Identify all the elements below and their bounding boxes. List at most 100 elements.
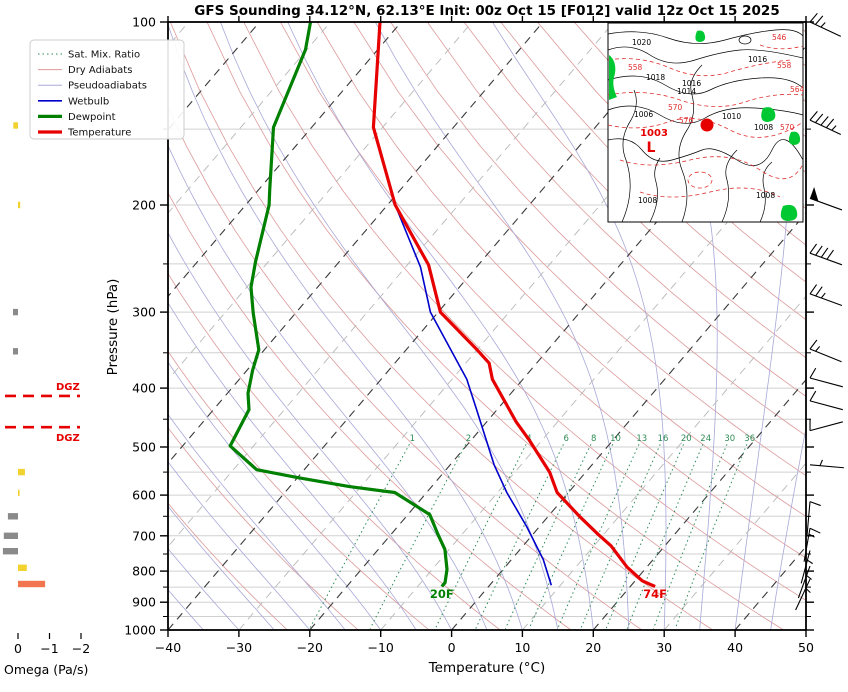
inset-contour-label: 1006 xyxy=(634,110,653,119)
barb-pennant xyxy=(810,187,819,202)
wind-barb-column xyxy=(795,12,844,611)
pseudoadiabat-line xyxy=(168,461,311,630)
pseudoadiabat-line xyxy=(492,22,667,630)
mixing-ratio-line xyxy=(369,444,467,629)
dgz-label: DGZ xyxy=(56,382,80,393)
omega-bar xyxy=(18,564,27,571)
pseudoadiabat-line xyxy=(643,22,718,630)
mixing-ratio-label: 1 xyxy=(410,434,415,444)
wetbulb-curve xyxy=(394,204,553,586)
pseudoadiabat-line xyxy=(770,426,806,630)
mixing-ratio-label: 30 xyxy=(724,434,735,444)
barb-half xyxy=(820,22,826,28)
inset-isobar xyxy=(759,161,773,223)
wind-barb xyxy=(809,111,842,135)
x-tick-label: 40 xyxy=(727,640,743,655)
inset-contour-label: 570 xyxy=(780,123,795,132)
x-tick-label: −20 xyxy=(297,640,323,655)
mixing-ratio-label: 36 xyxy=(744,434,755,444)
omega-bar xyxy=(18,489,20,497)
y-tick-label: 300 xyxy=(132,305,156,320)
inset-precip-shading xyxy=(695,30,706,42)
inset-surface-map: 1020101810161014101610101008100610081008… xyxy=(607,22,805,223)
inset-contour-label: 1020 xyxy=(632,38,651,47)
barb-staff xyxy=(809,252,843,266)
dgz-label: DGZ xyxy=(56,433,80,444)
surface-dewpoint-label: 20F xyxy=(430,587,454,601)
inset-contour-label: 1008 xyxy=(754,123,773,132)
inset-low-symbol: L xyxy=(647,140,656,156)
y-tick-label: 800 xyxy=(132,564,156,579)
inset-thickness-contour xyxy=(639,187,781,198)
x-tick-label: 50 xyxy=(798,640,814,655)
wind-barb xyxy=(809,459,844,469)
pseudoadiabat-line xyxy=(734,22,793,630)
dry-adiabat-line xyxy=(243,22,806,601)
pseudoadiabat-line xyxy=(287,22,594,630)
barb-staff xyxy=(809,348,842,363)
mixing-ratio-label: 8 xyxy=(591,434,596,444)
barb-full xyxy=(815,15,824,25)
isotherm-line xyxy=(451,212,806,630)
mixing-ratio-label: 16 xyxy=(658,434,669,444)
isotherm-line xyxy=(168,22,544,465)
mixing-ratio-label: 6 xyxy=(563,434,568,444)
mixing-ratio-line xyxy=(504,444,592,629)
barb-full xyxy=(820,116,829,126)
plot-border xyxy=(167,21,807,631)
omega-bar xyxy=(13,122,18,129)
pseudoadiabat-line xyxy=(168,413,346,630)
y-tick-label: 500 xyxy=(132,440,156,455)
x-tick-label: 10 xyxy=(514,640,530,655)
barb-full xyxy=(809,12,818,23)
dry-adiabat-line xyxy=(280,22,806,559)
barb-full xyxy=(820,247,829,258)
dewpoint-curve xyxy=(228,22,449,588)
temperature-curve xyxy=(371,22,656,588)
barb-staff xyxy=(809,21,842,37)
inset-isobar xyxy=(607,29,804,44)
legend-box xyxy=(29,39,185,140)
inset-contour-label: 570 xyxy=(668,103,683,112)
x-tick-label: 20 xyxy=(585,640,601,655)
pseudoadiabat-line xyxy=(220,22,559,630)
legend-label: Wetbulb xyxy=(68,96,109,107)
legend-label: Dewpoint xyxy=(68,112,116,123)
barb-half xyxy=(808,533,815,538)
barb-full xyxy=(815,245,823,256)
inset-thickness-contour xyxy=(607,58,791,77)
surface-temperature-label: 74F xyxy=(643,587,667,601)
mixing-ratio-line xyxy=(475,444,564,629)
mixing-ratio-label: 20 xyxy=(681,434,692,444)
barb-staff xyxy=(809,119,842,135)
pseudoadiabat-line xyxy=(168,144,488,630)
barb-half xyxy=(831,125,837,131)
legend: Sat. Mix. Ratio Dry Adiabats Pseudoadiabat… xyxy=(29,39,185,140)
omega-tick-label: −2 xyxy=(72,641,90,656)
omega-bar xyxy=(13,308,18,316)
omega-tick-label: 0 xyxy=(14,641,22,656)
omega-panel: DGZ DGZ 0 −1 −2 xyxy=(2,122,90,656)
mixing-ratio-line xyxy=(580,444,661,629)
barb-full xyxy=(809,111,818,121)
barb-staff xyxy=(800,550,811,584)
surface-value-labels: 20F 74F xyxy=(430,587,667,601)
inset-contour-label: 1008 xyxy=(756,191,775,200)
dry-adiabat-line xyxy=(426,22,806,397)
pseudoadiabat-line xyxy=(168,548,240,630)
dry-adiabat-line xyxy=(390,22,806,437)
y-tick-label: 1000 xyxy=(124,623,156,638)
mixing-ratio-line xyxy=(528,444,614,629)
dry-adiabat-line xyxy=(168,502,288,630)
wind-barb xyxy=(806,501,821,536)
mixing-ratio-line xyxy=(605,444,684,629)
barb-staff xyxy=(809,293,843,307)
pseudoadiabat-line xyxy=(168,23,523,630)
inset-isobar xyxy=(607,75,804,95)
inset-isobar xyxy=(607,138,804,166)
y-tick-label: 400 xyxy=(132,381,156,396)
isotherm-line xyxy=(168,22,331,214)
isotherm-line xyxy=(663,462,806,630)
omega-bar xyxy=(18,468,25,476)
y-tick-label: 900 xyxy=(132,595,156,610)
